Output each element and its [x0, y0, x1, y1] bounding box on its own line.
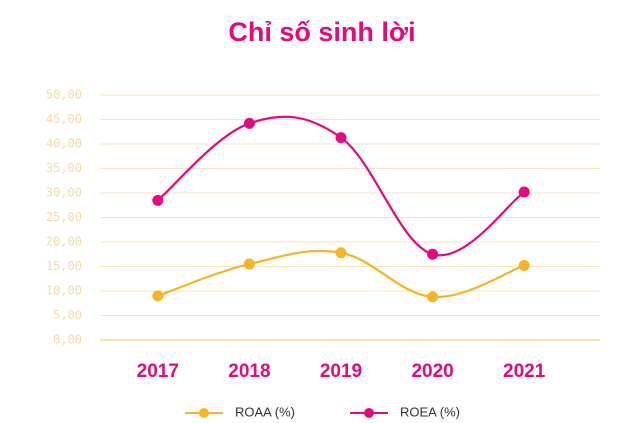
data-point: [243, 258, 255, 270]
data-point: [243, 117, 255, 129]
legend-marker: [364, 408, 374, 418]
y-tick-label: 40,00: [46, 137, 82, 151]
y-tick-label: 45,00: [46, 112, 82, 126]
legend-marker: [199, 408, 209, 418]
y-tick-label: 20,00: [46, 235, 82, 249]
data-point: [518, 186, 530, 198]
y-tick-label: 0,00: [53, 333, 82, 347]
y-tick-label: 5,00: [53, 308, 82, 322]
data-point: [335, 247, 347, 259]
x-tick-label: 2020: [411, 361, 453, 382]
y-tick-label: 50,00: [46, 88, 82, 102]
y-tick-label: 25,00: [46, 210, 82, 224]
data-point: [152, 290, 164, 302]
data-point: [518, 260, 530, 272]
data-point: [152, 194, 164, 206]
y-tick-label: 10,00: [46, 284, 82, 298]
x-tick-label: 2019: [320, 361, 362, 382]
legend-label: ROAA (%): [235, 404, 295, 419]
data-point: [427, 291, 439, 303]
x-tick-label: 2018: [228, 361, 270, 382]
chart-title: Chỉ số sinh lời: [228, 17, 415, 47]
legend-label: ROEA (%): [400, 404, 460, 419]
y-tick-label: 30,00: [46, 186, 82, 200]
data-point: [427, 248, 439, 260]
y-tick-label: 15,00: [46, 259, 82, 273]
data-point: [335, 132, 347, 144]
y-tick-label: 35,00: [46, 161, 82, 175]
x-tick-label: 2021: [503, 361, 546, 382]
x-tick-label: 2017: [137, 361, 179, 382]
